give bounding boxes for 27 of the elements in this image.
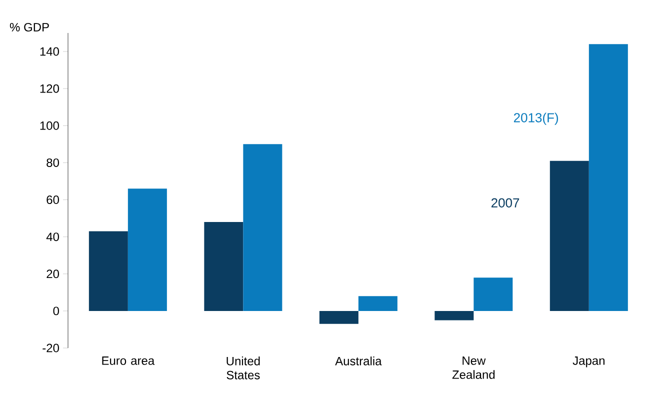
bar — [319, 310, 358, 324]
x-tick-label: Japan — [572, 356, 604, 368]
x-tick-label: Australia — [335, 356, 382, 366]
y-tick-label: 0 — [53, 306, 60, 316]
text: 2007 — [491, 198, 520, 208]
x-tick-label: New Zealand — [452, 356, 495, 379]
bar — [434, 310, 474, 320]
y-tick-label: 140 — [40, 47, 59, 56]
bar — [128, 188, 167, 311]
y-tick-label: 20 — [46, 270, 59, 278]
y-tick-label: 120 — [40, 84, 59, 93]
bar — [588, 44, 628, 311]
bar — [550, 160, 589, 311]
y-tick-label: 80 — [46, 158, 59, 167]
x-tick-label: Euro area — [102, 356, 155, 365]
bar — [204, 222, 244, 311]
x-tick-label: United States — [226, 356, 260, 380]
bar — [358, 296, 398, 311]
y-tick-label: 40 — [46, 232, 59, 242]
bar — [474, 278, 513, 311]
y-tick-label: 60 — [46, 196, 59, 204]
text: 2013(F) — [514, 112, 558, 125]
y-axis-title: % GDP — [10, 22, 49, 32]
y-tick-label: -20 — [42, 344, 59, 352]
bar — [88, 231, 128, 311]
bar — [243, 144, 282, 311]
y-tick-label: 100 — [40, 121, 59, 130]
